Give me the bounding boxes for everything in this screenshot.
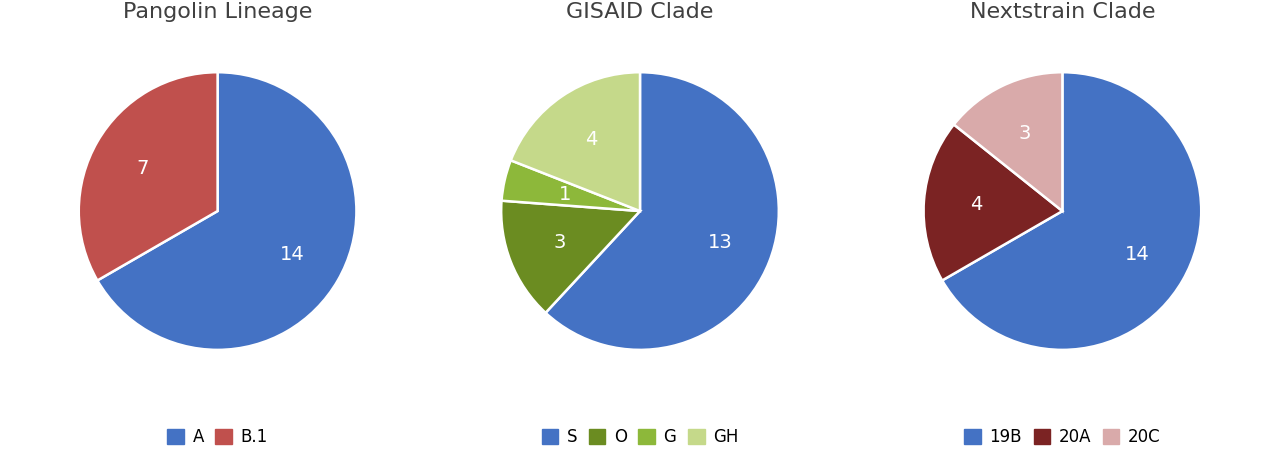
Text: 4: 4 [585,130,598,150]
Title: GISAID Clade: GISAID Clade [566,2,714,22]
Wedge shape [79,72,218,280]
Legend: A, B.1: A, B.1 [161,421,274,453]
Legend: S, O, G, GH: S, O, G, GH [535,421,745,453]
Text: 14: 14 [1125,245,1149,264]
Text: 1: 1 [559,185,572,204]
Text: 7: 7 [137,159,150,177]
Wedge shape [954,72,1062,211]
Wedge shape [97,72,356,350]
Wedge shape [942,72,1201,350]
Wedge shape [545,72,778,350]
Wedge shape [511,72,640,211]
Text: 13: 13 [708,233,732,252]
Text: 3: 3 [554,233,566,252]
Text: 3: 3 [1019,124,1032,143]
Wedge shape [924,124,1062,280]
Text: 14: 14 [280,245,305,264]
Wedge shape [502,201,640,313]
Text: 4: 4 [970,195,983,214]
Legend: 19B, 20A, 20C: 19B, 20A, 20C [957,421,1167,453]
Wedge shape [502,160,640,211]
Title: Pangolin Lineage: Pangolin Lineage [123,2,312,22]
Title: Nextstrain Clade: Nextstrain Clade [970,2,1155,22]
